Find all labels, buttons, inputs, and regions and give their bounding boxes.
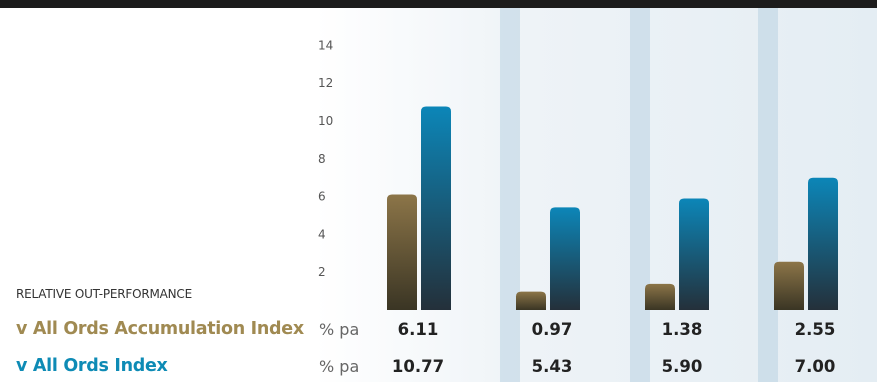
side-label: RELATIVE OUT-PERFORMANCE <box>16 287 192 301</box>
bar <box>550 207 580 310</box>
background-stripe <box>630 8 650 382</box>
bar <box>421 106 451 311</box>
y-tick-label: 10 <box>318 114 333 128</box>
y-tick-label: 14 <box>318 38 333 52</box>
value-label: 7.00 <box>794 357 836 376</box>
bar <box>679 198 709 310</box>
series-label-all-ords: v All Ords Index <box>16 356 168 376</box>
bar <box>774 261 804 310</box>
bar <box>645 283 675 310</box>
value-label: 5.43 <box>531 357 573 376</box>
series-label-accumulation: v All Ords Accumulation Index <box>16 319 304 339</box>
value-label: 0.97 <box>531 320 573 339</box>
bar <box>808 177 838 310</box>
y-tick-label: 6 <box>318 190 326 204</box>
bar <box>387 194 417 310</box>
value-label: 5.90 <box>661 357 703 376</box>
y-tick-label: 2 <box>318 265 326 279</box>
value-label: 1.38 <box>661 320 703 339</box>
value-label: 6.11 <box>397 320 439 339</box>
value-label: 2.55 <box>794 320 836 339</box>
background-stripe <box>500 8 520 382</box>
bar <box>516 291 546 310</box>
y-tick-label: 8 <box>318 152 326 166</box>
unit-label-all-ords: % pa <box>319 357 360 376</box>
background-stripe <box>758 8 778 382</box>
y-tick-label: 4 <box>318 227 326 241</box>
unit-label-accumulation: % pa <box>319 320 360 339</box>
y-tick-label: 12 <box>318 76 333 90</box>
top-rule <box>0 0 877 8</box>
value-label: 10.77 <box>391 357 445 376</box>
